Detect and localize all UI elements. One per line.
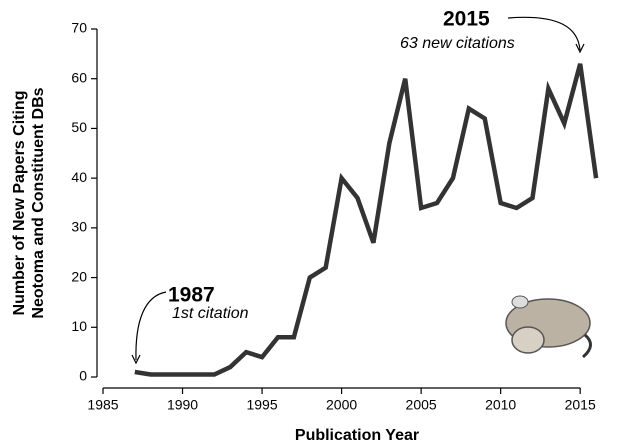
annotation-arrow [135,291,167,361]
data-line [134,63,599,377]
annotation-text: 1st citation [172,305,249,322]
y-axis-label: Neotoma and Constituent DBs [30,87,47,318]
x-tick-label: 1995 [246,397,277,413]
mouse-illustration [505,295,592,359]
x-tick-label: 2005 [406,397,437,413]
annotation-arrow [507,16,581,51]
y-tick-label: 70 [71,20,87,36]
y-tick-label: 10 [71,318,87,334]
arrow-head [575,43,585,54]
x-tick-label: 1990 [167,397,198,413]
annotation-title: 2015 [443,8,490,31]
y-axis-label: Number of New Papers Citing [11,91,28,316]
x-tick-label: 2010 [485,397,516,413]
y-tick-label: 0 [79,368,87,384]
y-tick-label: 60 [71,69,87,85]
annotation-title: 1987 [168,284,215,307]
annotation-text: 63 new citations [400,35,515,52]
y-tick-label: 40 [71,169,87,185]
x-tick-label: 2015 [565,397,596,413]
y-tick-label: 20 [71,268,87,284]
x-tick-label: 2000 [326,397,357,413]
x-axis-label: Publication Year [295,427,419,444]
y-tick-label: 30 [71,219,87,235]
y-tick-label: 50 [71,119,87,135]
x-tick-label: 1985 [87,397,118,413]
arrow-head [131,354,141,365]
